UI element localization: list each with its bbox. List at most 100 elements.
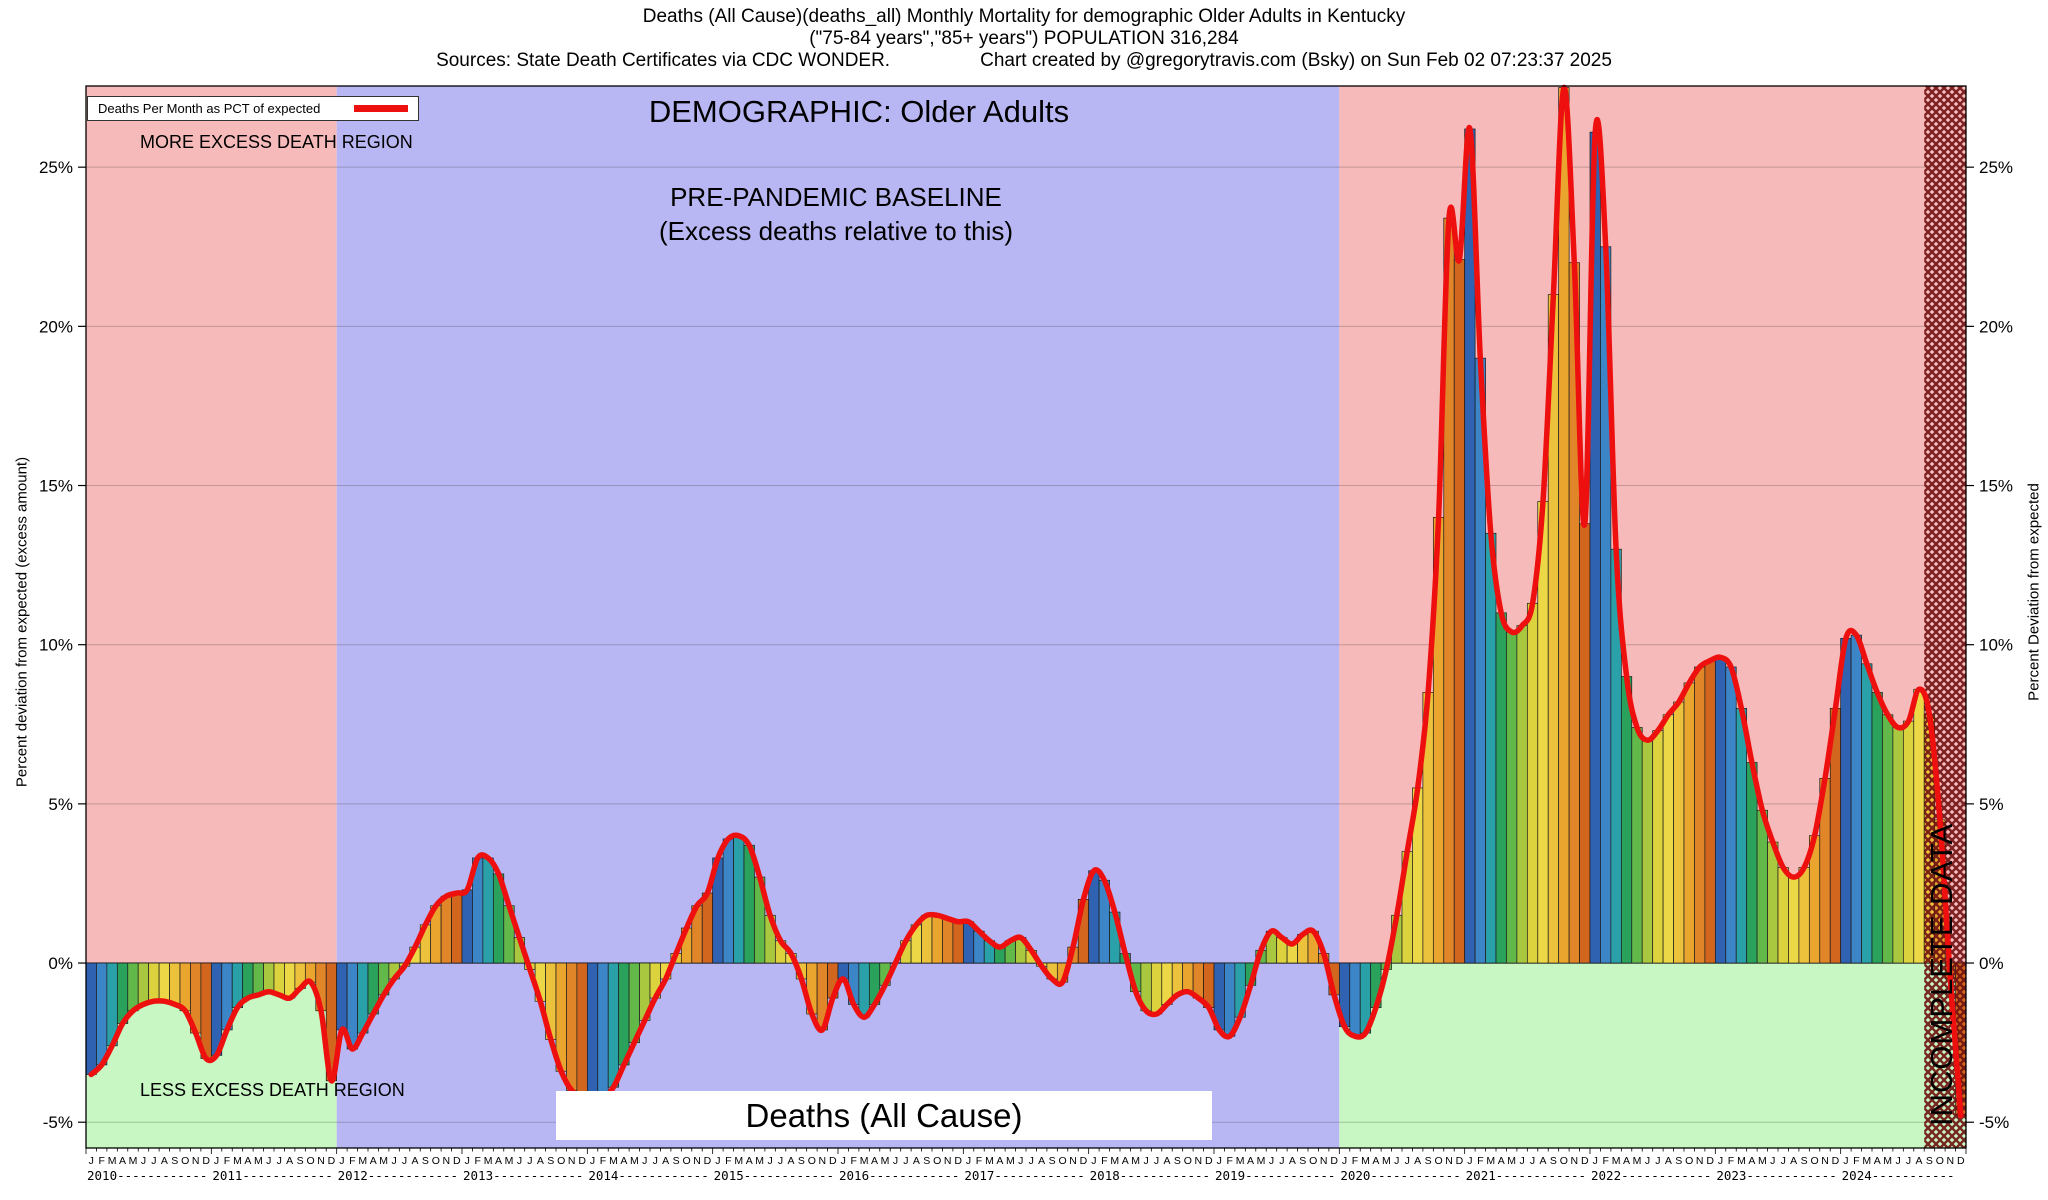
month-letter: J	[966, 1155, 971, 1167]
month-letter: M	[1361, 1155, 1370, 1167]
month-letter: O	[1560, 1155, 1568, 1167]
month-bar	[607, 962, 620, 1088]
year-label: 2014------------	[588, 1168, 708, 1183]
year-label: 2013------------	[463, 1168, 583, 1183]
month-letter: A	[286, 1155, 293, 1167]
month-bar	[440, 895, 452, 964]
month-letter: S	[923, 1155, 930, 1167]
month-bar	[1798, 867, 1810, 964]
month-letter: N	[192, 1155, 200, 1167]
month-letter: S	[1675, 1155, 1682, 1167]
month-letter: M	[1507, 1155, 1516, 1167]
month-letter: M	[755, 1155, 764, 1167]
month-letter: N	[944, 1155, 952, 1167]
month-letter: S	[1926, 1155, 1933, 1167]
month-letter: F	[224, 1155, 230, 1167]
month-letter: S	[1425, 1155, 1432, 1167]
month-letter: D	[829, 1155, 837, 1167]
year-label: 2010------------	[87, 1168, 207, 1183]
month-letter: F	[725, 1155, 731, 1167]
month-letter: A	[244, 1155, 251, 1167]
created-by-text: Chart created by @gregorytravis.com (Bsk…	[980, 50, 1612, 71]
month-letter: M	[1131, 1155, 1140, 1167]
month-letter: N	[1571, 1155, 1579, 1167]
month-letter: D	[1832, 1155, 1840, 1167]
y-tick-label-right: 25%	[1979, 158, 2013, 177]
month-letter: J	[1217, 1155, 1222, 1167]
month-letter: M	[1633, 1155, 1642, 1167]
month-letter: N	[568, 1155, 576, 1167]
month-bar	[1694, 666, 1706, 964]
month-letter: N	[1320, 1155, 1328, 1167]
month-bar	[1777, 867, 1789, 964]
month-letter: J	[1154, 1155, 1159, 1167]
month-letter: J	[1394, 1155, 1399, 1167]
month-letter: N	[1947, 1155, 1955, 1167]
month-letter: A	[1874, 1155, 1881, 1167]
month-letter: A	[1372, 1155, 1379, 1167]
month-letter: A	[537, 1155, 544, 1167]
month-letter: N	[317, 1155, 325, 1167]
month-bar	[451, 892, 463, 964]
month-letter: O	[306, 1155, 314, 1167]
month-bar	[1735, 708, 1748, 964]
month-letter: F	[474, 1155, 480, 1167]
month-letter: F	[1853, 1155, 1859, 1167]
month-letter: J	[1279, 1155, 1284, 1167]
month-letter: D	[1205, 1155, 1213, 1167]
month-letter: M	[233, 1155, 242, 1167]
month-bar	[1871, 692, 1883, 964]
month-bar	[1840, 637, 1852, 964]
demographic-title: DEMOGRAPHIC: Older Adults	[648, 94, 1070, 129]
month-letter: N	[1696, 1155, 1704, 1167]
year-label: 2016------------	[839, 1168, 959, 1183]
month-bar	[263, 962, 275, 993]
month-letter: A	[1623, 1155, 1630, 1167]
less-excess-region-label: LESS EXCESS DEATH REGION	[140, 1080, 405, 1100]
month-letter: M	[1883, 1155, 1892, 1167]
year-label: 2011------------	[212, 1168, 332, 1183]
less-excess-region-right	[1339, 963, 1966, 1148]
month-letter: M	[630, 1155, 639, 1167]
y-tick-label-right: -5%	[1979, 1113, 2009, 1132]
month-letter: M	[881, 1155, 890, 1167]
month-bar	[179, 962, 191, 1012]
month-letter: J	[1342, 1155, 1347, 1167]
month-bar	[148, 962, 160, 1002]
month-letter: J	[1645, 1155, 1650, 1167]
month-letter: S	[1049, 1155, 1056, 1167]
month-bar	[1286, 943, 1298, 964]
sources-text: Sources: State Death Certificates via CD…	[436, 50, 891, 71]
month-letter: J	[214, 1155, 219, 1167]
chart-title-line3: Sources: State Death Certificates via CD…	[0, 50, 2048, 72]
month-letter: M	[379, 1155, 388, 1167]
month-bar	[1485, 532, 1497, 964]
y-tick-label-left: 15%	[39, 477, 73, 496]
month-letter: O	[557, 1155, 565, 1167]
month-bar	[336, 962, 348, 1031]
incomplete-data-hatch	[1924, 86, 1966, 1148]
month-letter: M	[985, 1155, 994, 1167]
month-letter: J	[391, 1155, 396, 1167]
year-label: 2015------------	[714, 1168, 834, 1183]
month-letter: J	[1843, 1155, 1848, 1167]
month-letter: M	[1862, 1155, 1871, 1167]
month-bar	[1631, 727, 1643, 964]
month-letter: M	[609, 1155, 618, 1167]
month-bar	[1756, 809, 1768, 964]
month-letter: N	[443, 1155, 451, 1167]
month-bar	[597, 962, 609, 1099]
month-letter: D	[1330, 1155, 1338, 1167]
month-bar	[586, 962, 599, 1094]
month-letter: O	[1685, 1155, 1693, 1167]
month-letter: J	[517, 1155, 522, 1167]
month-letter: J	[1029, 1155, 1034, 1167]
month-letter: J	[1143, 1155, 1148, 1167]
month-letter: J	[1467, 1155, 1472, 1167]
month-letter: S	[1299, 1155, 1306, 1167]
month-letter: F	[976, 1155, 982, 1167]
month-letter: A	[787, 1155, 794, 1167]
month-bar	[85, 962, 97, 1075]
